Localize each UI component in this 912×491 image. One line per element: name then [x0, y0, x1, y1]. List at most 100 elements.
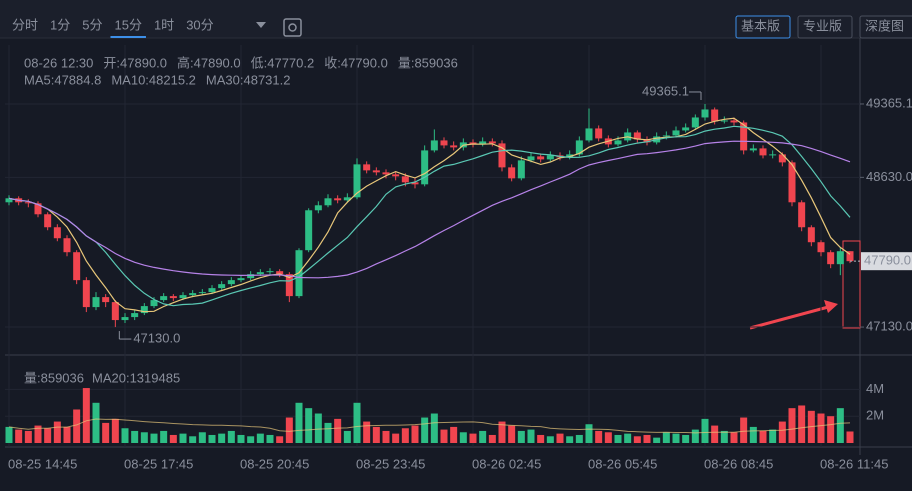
candle-body [836, 251, 844, 265]
interval-button[interactable]: 分时 [12, 17, 38, 32]
version-button[interactable]: 深度图 [865, 18, 904, 33]
interval-button[interactable]: 1分 [50, 17, 70, 32]
candle-body [450, 145, 458, 148]
candle-body [643, 139, 651, 143]
info-text: 08-26 12:30 [24, 55, 93, 70]
volume-bar [160, 430, 168, 443]
volume-bar [92, 402, 100, 443]
volume-bar [469, 433, 477, 443]
volume-bar [34, 425, 42, 443]
candle-body [440, 140, 448, 146]
candle-body [111, 302, 119, 321]
info-text: 低:47770.2 [251, 55, 315, 70]
volume-bar [63, 426, 71, 443]
annotation-label: 49365.1 [642, 83, 689, 98]
volume-bar [836, 408, 844, 443]
volume-bar [633, 436, 641, 443]
version-button[interactable]: 专业版 [803, 18, 842, 33]
candle-body [575, 140, 583, 155]
candle-body [63, 238, 71, 253]
candle-body [237, 278, 245, 281]
candle-body [256, 272, 264, 275]
volume-bar [527, 429, 535, 443]
candle-body [517, 160, 525, 179]
candle-body [92, 297, 100, 308]
volume-bar [24, 430, 32, 443]
volume-bar [382, 430, 390, 443]
dropdown-icon[interactable] [256, 22, 266, 28]
interval-button[interactable]: 1时 [154, 17, 174, 32]
interval-button[interactable]: 15分 [114, 17, 141, 32]
volume-bar [121, 428, 129, 443]
volume-bar [769, 429, 777, 443]
screenshot-icon-lens [288, 23, 297, 32]
version-button-frame [735, 15, 791, 39]
candle-body [305, 210, 313, 251]
candle-body [711, 109, 719, 122]
volume-bar [131, 430, 139, 443]
volume-bar [266, 434, 274, 443]
interval-button[interactable]: 5分 [82, 17, 102, 32]
version-button-frame [859, 15, 912, 39]
candle-body [421, 150, 429, 185]
volume-bar [247, 436, 255, 443]
candle-body [179, 295, 187, 299]
candle-body [392, 174, 400, 177]
volume-bar [150, 433, 158, 443]
candle-body [566, 154, 574, 158]
volume-bar [343, 430, 351, 443]
candle-body [759, 148, 767, 156]
version-button-frame [797, 15, 853, 39]
volume-bar [595, 430, 603, 443]
x-tick-label: 08-25 14:45 [8, 456, 77, 471]
candle-body [121, 317, 129, 321]
info-text: 收:47790.0 [324, 55, 388, 70]
candle-body [720, 120, 728, 122]
screenshot-icon[interactable] [283, 18, 302, 37]
candle-body [401, 176, 409, 183]
plot [5, 103, 854, 443]
candle-body [817, 242, 825, 253]
candle-body [5, 198, 13, 203]
volume-bar [798, 405, 806, 443]
candle-body [595, 128, 603, 139]
candle-body [324, 198, 332, 206]
candle-body [633, 132, 641, 140]
candle-body [266, 271, 274, 273]
candle-body [488, 141, 496, 144]
candle-body [508, 167, 516, 179]
volume-bar [450, 426, 458, 443]
version-button[interactable]: 基本版 [741, 18, 780, 33]
volume-bar [546, 436, 554, 443]
volume-bar [759, 430, 767, 443]
info-text: 高:47890.0 [177, 55, 241, 70]
volume-bar [817, 413, 825, 443]
interval-button[interactable]: 30分 [186, 17, 213, 32]
highlight-box [842, 240, 861, 329]
candle-body [102, 297, 110, 303]
volume-bar [556, 433, 564, 443]
candle-body [198, 292, 206, 294]
candle-body [285, 274, 293, 297]
candle-body [769, 154, 777, 156]
volume-bar [324, 422, 332, 443]
volume-bar [227, 430, 235, 443]
volume-bar [5, 426, 13, 443]
volume-bar [401, 428, 409, 443]
volume-bar [479, 430, 487, 443]
candle-body [614, 140, 622, 145]
candle-body [778, 154, 786, 163]
y-tick-label: 49365.1 [866, 95, 912, 110]
volume-bar [179, 433, 187, 443]
candle-body [247, 274, 255, 279]
info-text: 开:47890.0 [103, 55, 167, 70]
grid [5, 45, 860, 447]
candle-body [150, 300, 158, 307]
volume-bar [15, 429, 23, 443]
candle-body [218, 284, 226, 289]
volume-bar [305, 408, 313, 443]
volume-bar [140, 432, 148, 443]
volume-legend: MA20:1319485 [92, 370, 180, 385]
candle-body [227, 280, 235, 285]
